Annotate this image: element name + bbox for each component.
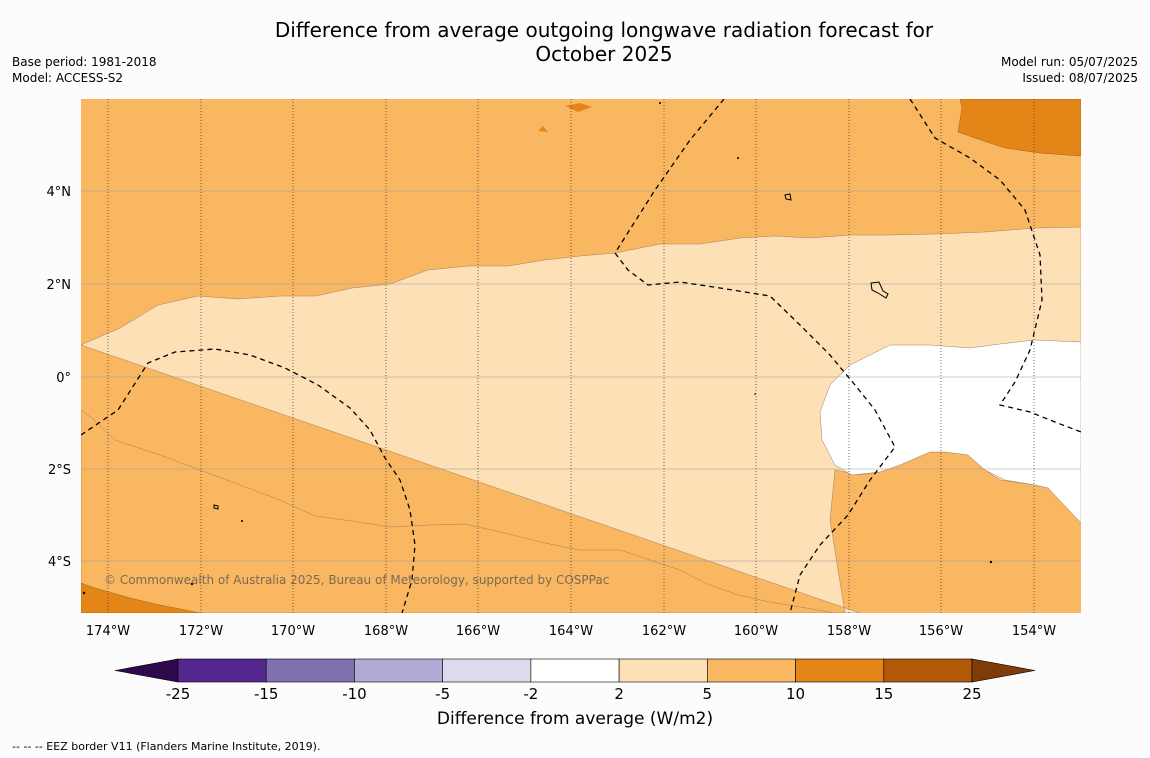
colorbar-tick-label: 15 xyxy=(874,685,893,703)
patch-small-2 xyxy=(538,126,548,132)
colorbar-tick-label: 25 xyxy=(962,685,981,703)
islands xyxy=(213,193,889,510)
model-run: Model run: 05/07/2025 xyxy=(1000,55,1138,69)
colorbar-segment xyxy=(707,658,796,683)
eez-footnote: -- -- -- EEZ border V11 (Flanders Marine… xyxy=(12,740,321,753)
lon-label: 170°W xyxy=(271,624,315,639)
band-5-10-south xyxy=(81,409,836,613)
title-line-1: Difference from average outgoing longwav… xyxy=(274,18,934,42)
colorbar-segment xyxy=(883,658,973,683)
colorbar-tick-label: -25 xyxy=(166,685,191,703)
map-plot-area: © Commonwealth of Australia 2025, Bureau… xyxy=(81,99,1081,613)
copyright-watermark: © Commonwealth of Australia 2025, Bureau… xyxy=(104,573,609,587)
model-name: Model: ACCESS-S2 xyxy=(12,71,124,85)
colorbar-tick-label: -2 xyxy=(523,685,538,703)
lat-label: 4°N xyxy=(47,185,72,200)
lon-label: 154°W xyxy=(1012,624,1056,639)
colorbar-tick-label: -10 xyxy=(342,685,367,703)
title-line-2: October 2025 xyxy=(535,42,673,66)
lon-label: 174°W xyxy=(86,624,130,639)
band-neg2-2 xyxy=(819,339,1081,524)
colorbar: -25 -15 -10 -5 -2 2 5 10 15 25 xyxy=(114,658,1036,703)
colorbar-segment xyxy=(795,658,885,683)
colorbar-extend-low xyxy=(114,658,179,683)
lat-label: 4°S xyxy=(48,555,71,570)
colorbar-tick-label: 5 xyxy=(703,685,713,703)
colorbar-segment xyxy=(442,658,532,683)
band-10-15-southwest xyxy=(81,582,201,613)
map-title: Difference from average outgoing longwav… xyxy=(200,18,1008,66)
lat-label: 2°S xyxy=(48,463,71,478)
colorbar-tick-label: -15 xyxy=(254,685,279,703)
lon-label: 162°W xyxy=(642,624,686,639)
lon-labels: 174°W 172°W 170°W 168°W 166°W 164°W 162°… xyxy=(86,624,1056,639)
colorbar-segment xyxy=(530,658,620,683)
lat-gridlines xyxy=(81,190,1081,562)
colorbar-segment xyxy=(618,658,708,683)
lat-labels: 4°N 2°N 0° 2°S 4°S xyxy=(47,185,72,570)
colorbar-segment xyxy=(265,658,355,683)
eez-borders xyxy=(81,99,1081,613)
lon-label: 166°W xyxy=(456,624,500,639)
colorbar-title: Difference from average (W/m2) xyxy=(436,709,714,729)
lat-label: 0° xyxy=(56,371,71,386)
issued-date: Issued: 08/07/2025 xyxy=(1022,71,1138,85)
lon-label: 160°W xyxy=(734,624,778,639)
island-dots xyxy=(82,102,993,595)
colorbar-tick-label: 10 xyxy=(786,685,805,703)
lon-label: 156°W xyxy=(919,624,963,639)
meta-left: Base period: 1981-2018 Model: ACCESS-S2 xyxy=(12,54,157,86)
patch-small-1 xyxy=(565,103,592,112)
meta-right: Model run: 05/07/2025 Issued: 08/07/2025 xyxy=(1001,54,1138,86)
lon-label: 164°W xyxy=(549,624,593,639)
lon-label: 158°W xyxy=(827,624,871,639)
colorbar-extend-high xyxy=(971,658,1036,683)
colorbar-tick-label: -5 xyxy=(435,685,450,703)
colorbar-segment xyxy=(354,658,443,683)
band-10-15-northeast xyxy=(957,99,1081,157)
lon-label: 168°W xyxy=(364,624,408,639)
colorbar-tick-label: 2 xyxy=(614,685,624,703)
base-period: Base period: 1981-2018 xyxy=(12,55,157,69)
lat-label: 2°N xyxy=(47,278,72,293)
colorbar-segment xyxy=(177,658,267,683)
lon-label: 172°W xyxy=(179,624,223,639)
